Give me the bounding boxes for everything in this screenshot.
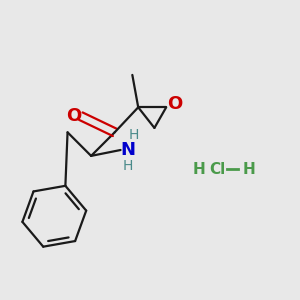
Text: H: H: [123, 159, 133, 173]
Text: N: N: [120, 141, 135, 159]
Text: O: O: [66, 107, 81, 125]
Text: O: O: [167, 95, 183, 113]
Text: H: H: [129, 128, 139, 142]
Text: H: H: [242, 162, 255, 177]
Text: H: H: [192, 162, 205, 177]
Text: Cl: Cl: [210, 162, 226, 177]
